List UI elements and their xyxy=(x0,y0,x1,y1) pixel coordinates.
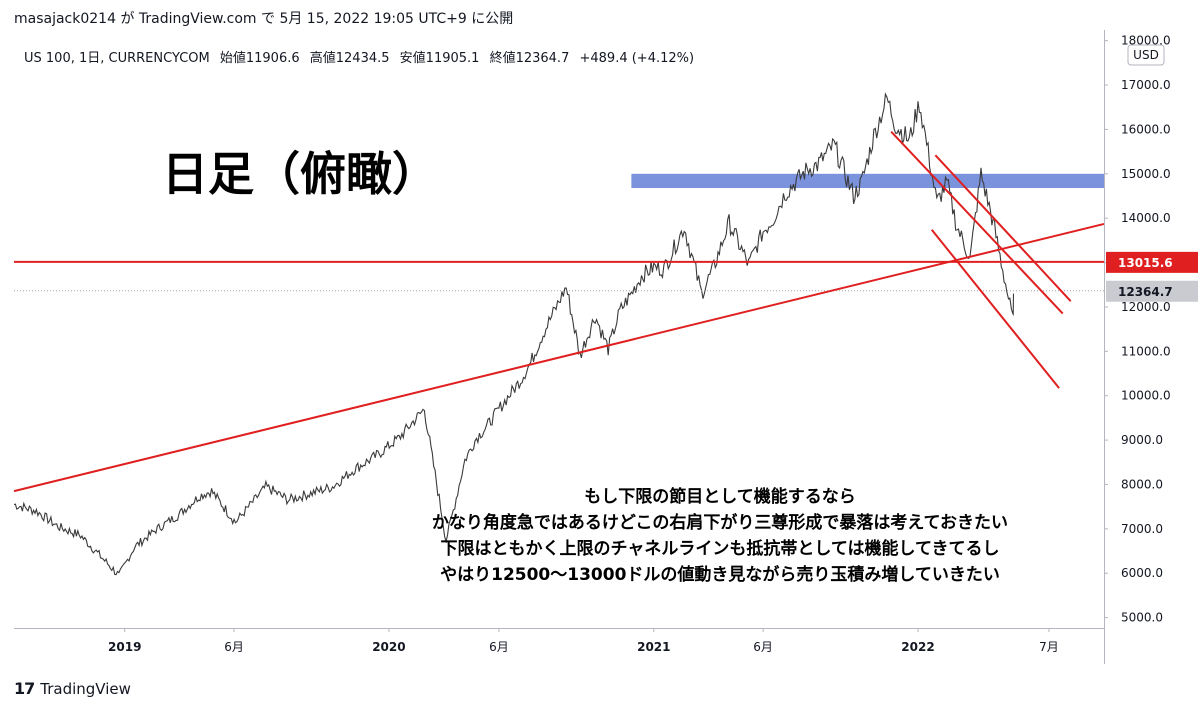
publish-info: masajack0214 が TradingView.com で 5月 15, … xyxy=(14,11,514,27)
horizontal-line-price-tag-box xyxy=(1106,251,1198,273)
comment-line-2: かなり角度急ではあるけどこの右肩下がり三尊形成で暴落は考えておきたい xyxy=(431,513,1009,533)
y-tick-label: 12000.0 xyxy=(1121,300,1171,314)
currency-box[interactable] xyxy=(1127,44,1165,66)
y-tick-label: 14000.0 xyxy=(1121,211,1171,225)
brand-name: TradingView xyxy=(40,679,131,698)
y-tick-label: 8000.0 xyxy=(1121,477,1163,491)
price-series-line xyxy=(13,92,1015,576)
legend-open: 始値11906.6 xyxy=(219,51,300,66)
trendline-3[interactable] xyxy=(934,154,1072,302)
horizontal-line-price-tag-label: 13015.6 xyxy=(1118,256,1173,270)
y-tick-label: 9000.0 xyxy=(1121,433,1163,447)
x-tick-label: 2020 xyxy=(372,640,405,654)
y-tick-label: 5000.0 xyxy=(1121,611,1163,625)
comment-line-3: 下限はともかく上限のチャネルラインも抵抗帯としては機能してきてるし xyxy=(440,539,1000,559)
y-tick-label: 10000.0 xyxy=(1121,389,1171,403)
y-tick-label: 6000.0 xyxy=(1121,566,1163,580)
x-tick-label: 2019 xyxy=(108,640,141,654)
y-tick-label: 17000.0 xyxy=(1121,78,1171,92)
chart-annotation-title: 日足（俯瞰） xyxy=(162,147,438,201)
x-tick-label: 6月 xyxy=(224,640,244,654)
y-tick-label: 18000.0 xyxy=(1121,34,1171,48)
legend-symbol[interactable]: US 100, 1日, CURRENCYCOM xyxy=(24,51,210,66)
ohlc-legend: US 100, 1日, CURRENCYCOM 始値11906.6 高値1243… xyxy=(24,47,700,66)
comment-line-1: もし下限の節目として機能するなら xyxy=(584,487,856,507)
last-price-tag-box xyxy=(1106,280,1198,302)
y-tick-label: 15000.0 xyxy=(1121,167,1171,181)
x-tick-label: 7月 xyxy=(1039,640,1059,654)
x-tick-label: 6月 xyxy=(753,640,773,654)
x-tick-label: 6月 xyxy=(489,640,509,654)
chart-comment: もし下限の節目として機能するなら かなり角度急ではあるけどこの右肩下がり三尊形成… xyxy=(380,484,1060,588)
legend-change: +489.4 (+4.12%) xyxy=(579,51,695,66)
comment-line-4: やはり12500〜13000ドルの値動き見ながら売り玉積み増していきたい xyxy=(440,565,1000,585)
y-tick-label: 11000.0 xyxy=(1121,344,1171,358)
footer-brand[interactable]: 17 TradingView xyxy=(14,679,131,698)
last-price-tag-label: 12364.7 xyxy=(1118,285,1173,299)
currency-label: USD xyxy=(1133,48,1159,62)
legend-high: 高値12434.5 xyxy=(309,51,390,66)
legend-close: 終値12364.7 xyxy=(489,51,570,66)
trendline-1[interactable] xyxy=(13,222,1105,493)
trendline-2[interactable] xyxy=(890,130,1064,315)
x-tick-label: 2022 xyxy=(901,640,934,654)
resistance-zone[interactable] xyxy=(631,173,1104,189)
x-tick-label: 2021 xyxy=(637,640,670,654)
y-tick-label: 16000.0 xyxy=(1121,122,1171,136)
y-tick-label: 7000.0 xyxy=(1121,522,1163,536)
legend-low: 安値11905.1 xyxy=(399,51,480,66)
trendline-4[interactable] xyxy=(930,229,1060,389)
tradingview-logo-icon: 17 xyxy=(14,679,35,698)
